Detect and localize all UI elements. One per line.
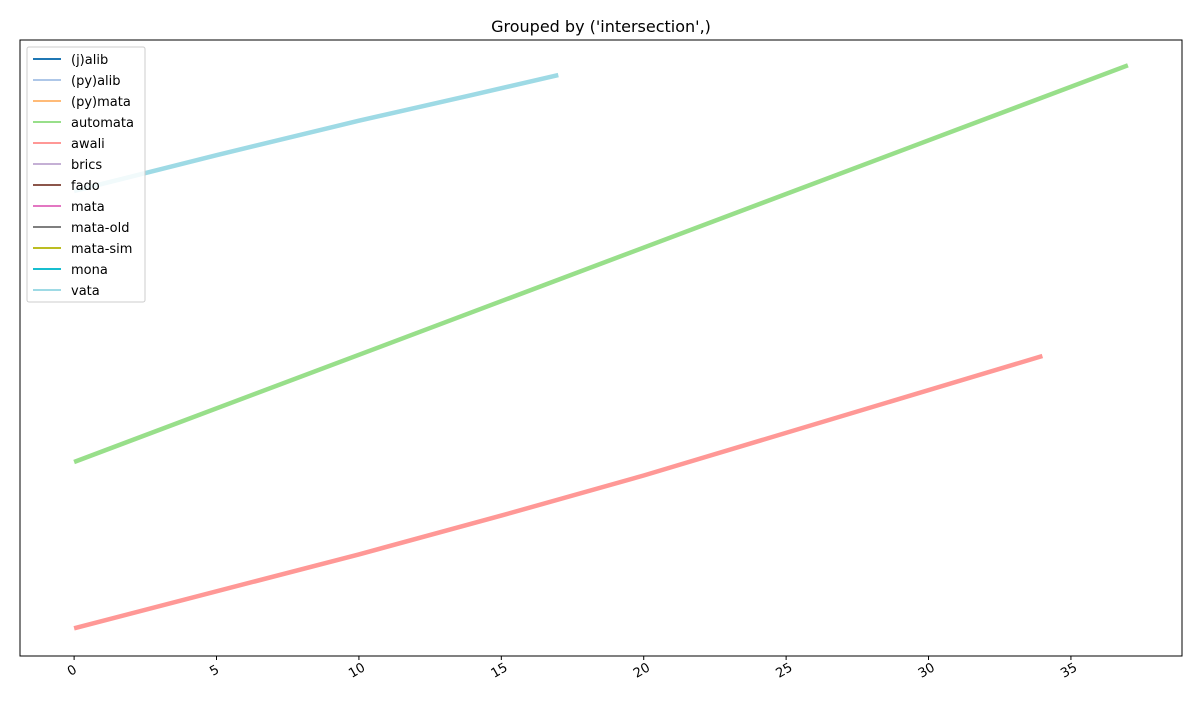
legend-label: mata	[71, 200, 105, 215]
x-tick-label: 35	[1058, 660, 1080, 681]
x-tick-label: 10	[346, 660, 368, 681]
legend-label: mata-sim	[71, 242, 132, 257]
legend-label: automata	[71, 116, 134, 131]
series-layer	[73, 63, 1129, 631]
legend-label: fado	[71, 179, 100, 194]
series-line-vata	[73, 72, 559, 194]
legend-label: mona	[71, 263, 108, 278]
chart-title: Grouped by ('intersection',)	[491, 17, 711, 36]
legend-label: mata-old	[71, 221, 129, 236]
legend-label: vata	[71, 284, 100, 299]
legend-label: (py)mata	[71, 95, 131, 110]
x-tick-label: 25	[773, 660, 795, 681]
x-tick-label: 15	[489, 660, 511, 681]
x-axis: 0 5 10 15 20 25 30 35	[65, 656, 1080, 682]
legend: (j)alib (py)alib (py)mata automata awali bric…	[26, 46, 146, 303]
series-line-automata	[73, 63, 1129, 465]
legend-label: brics	[71, 158, 102, 173]
series-line-awali	[73, 353, 1044, 631]
legend-label: (py)alib	[71, 74, 121, 89]
legend-label: (j)alib	[71, 53, 108, 68]
plot-area-frame	[19, 39, 1183, 657]
x-tick-label: 20	[631, 660, 653, 681]
legend-box	[26, 46, 146, 303]
x-tick-label: 30	[916, 660, 938, 681]
legend-label: awali	[71, 137, 105, 152]
